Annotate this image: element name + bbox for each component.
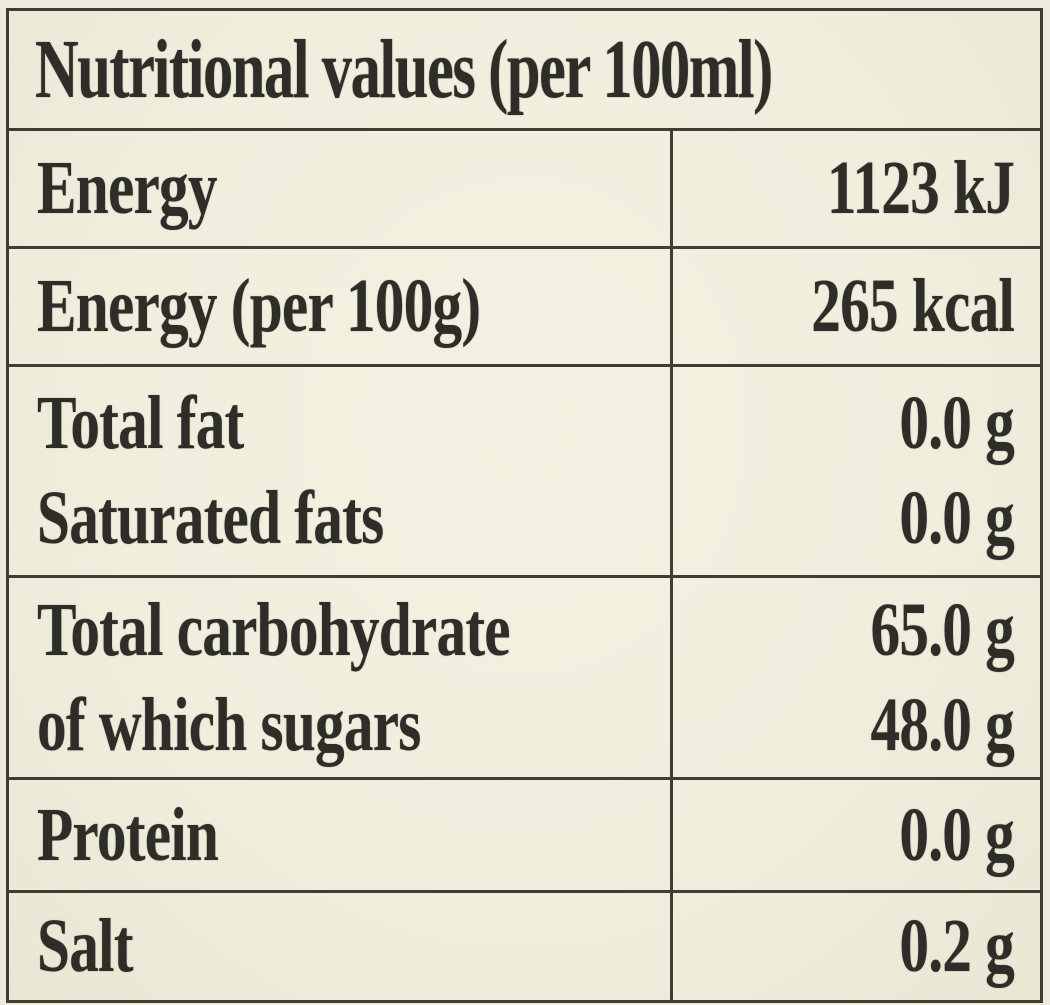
- nutrient-value: 265 kcal: [670, 249, 1040, 364]
- nutrient-label: Energy: [37, 146, 218, 230]
- nutrient-label: Salt: [37, 904, 133, 988]
- table-row-protein: Protein 0.0 g: [9, 777, 1040, 890]
- nutrition-table: Nutritional values (per 100ml) Energy 11…: [6, 8, 1043, 1003]
- nutrient-value: 0.2 g: [670, 893, 1040, 1000]
- table-row-fat: Total fat Saturated fats 0.0 g 0.0 g: [9, 364, 1040, 575]
- table-row-carbohydrate: Total carbohydrate of which sugars 65.0 …: [9, 575, 1040, 777]
- table-row-energy-kcal: Energy (per 100g) 265 kcal: [9, 246, 1040, 364]
- nutrient-value: 65.0 g 48.0 g: [670, 578, 1040, 777]
- nutrient-label: Energy (per 100g): [37, 264, 481, 348]
- nutrient-label: Total fat Saturated fats: [37, 381, 384, 560]
- nutrient-value: 1123 kJ: [670, 131, 1040, 246]
- nutrient-label: Total carbohydrate of which sugars: [37, 587, 511, 767]
- nutrient-value: 0.0 g 0.0 g: [670, 367, 1040, 575]
- table-row-salt: Salt 0.2 g: [9, 890, 1040, 1000]
- nutrient-value: 0.0 g: [670, 780, 1040, 890]
- nutrient-label: Protein: [37, 792, 219, 877]
- table-row-energy: Energy 1123 kJ: [9, 128, 1040, 246]
- table-header-row: Nutritional values (per 100ml): [9, 11, 1040, 128]
- table-title: Nutritional values (per 100ml): [35, 23, 773, 116]
